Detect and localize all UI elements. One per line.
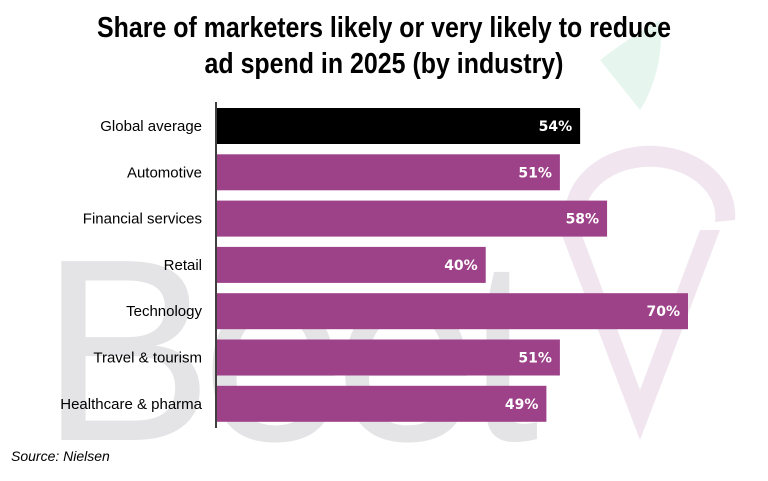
data-label: 58%	[566, 212, 600, 228]
bar-financial-services	[216, 200, 608, 237]
category-label: Global average	[100, 118, 202, 135]
data-label: 49%	[505, 397, 539, 413]
watermark-arc-icon	[565, 145, 736, 222]
bar-retail	[216, 246, 486, 283]
category-label: Automotive	[127, 164, 202, 181]
category-label: Financial services	[83, 211, 202, 228]
bar-automotive	[216, 154, 560, 191]
data-label: 70%	[646, 304, 680, 320]
category-label: Travel & tourism	[93, 350, 202, 367]
chart-title: Share of marketers likely or very likely…	[54, 10, 714, 82]
watermark-leaf-icon	[600, 20, 661, 110]
data-label: 51%	[518, 165, 552, 181]
data-label: 51%	[518, 351, 552, 367]
bar-healthcare-pharma	[216, 385, 547, 422]
category-label: Healthcare & pharma	[60, 396, 202, 413]
watermark-v-icon	[560, 230, 720, 440]
bar-travel-tourism	[216, 339, 560, 376]
chart-title-line-2: ad spend in 2025 (by industry)	[204, 48, 564, 80]
bar-global-average	[216, 108, 581, 144]
category-label: Technology	[126, 303, 202, 320]
chart-title-line-1: Share of marketers likely or very likely…	[97, 12, 671, 44]
source-note: Source: Nielsen	[11, 448, 110, 464]
data-label: 40%	[444, 258, 478, 274]
category-label: Retail	[164, 257, 202, 274]
bar-technology	[216, 293, 688, 330]
data-label: 54%	[539, 119, 573, 135]
